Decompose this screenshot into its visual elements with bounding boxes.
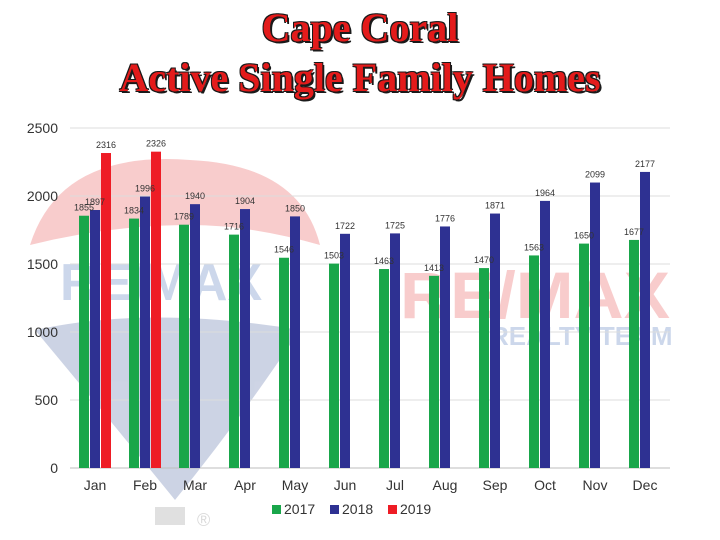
data-label: 1722 [335,221,355,231]
bar-2017-aug [429,275,439,468]
data-label: 1855 [74,203,94,213]
y-tick-label: 0 [50,460,58,476]
x-tick-label: Aug [433,477,458,493]
data-label: 1904 [235,196,255,206]
bar-2018-feb [140,196,150,468]
bar-2019-feb [151,151,161,468]
bar-2017-apr [229,234,239,468]
balloon-bottom-icon [35,317,300,500]
data-label: 1563 [524,242,544,252]
bar-2017-jun [329,263,339,468]
data-label: 2326 [146,139,166,149]
legend-label-2019: 2019 [400,501,431,517]
data-label: 2099 [585,170,605,180]
data-label: 1850 [285,203,305,213]
bar-2017-feb [129,218,139,468]
data-label: 1413 [424,263,444,273]
x-tick-label: Jan [84,477,107,493]
bar-2018-jan [90,210,100,468]
data-label: 1776 [435,213,455,223]
y-tick-label: 2000 [27,188,58,204]
bar-2018-mar [190,204,200,468]
x-tick-label: Dec [633,477,658,493]
bar-2017-jan [79,215,89,468]
bar-2018-jul [390,233,400,468]
data-label: 1789 [174,212,194,222]
x-tick-label: Jul [386,477,404,493]
x-tick-label: May [282,477,308,493]
data-label: 1897 [85,197,105,207]
x-tick-label: Jun [334,477,357,493]
data-label: 1940 [185,191,205,201]
legend-swatch-2019 [388,505,397,514]
bar-2017-jul [379,269,389,468]
bar-2018-dec [640,171,650,469]
data-label: 1871 [485,201,505,211]
bar-2018-jun [340,233,350,468]
legend-label-2018: 2018 [342,501,373,517]
bar-2017-mar [179,224,189,468]
bar-2017-may [279,257,289,468]
y-tick-label: 500 [35,392,59,408]
bar-2018-aug [440,226,450,468]
chart-title-line2: Active Single Family Homes [119,55,601,100]
x-tick-label: Apr [234,477,256,493]
y-tick-label: 1500 [27,256,58,272]
bar-2017-nov [579,243,589,468]
watermark-logo-mark [155,507,185,525]
data-label: 1463 [374,256,394,266]
x-tick-label: Nov [583,477,608,493]
bar-2018-sep [490,213,500,468]
x-tick-label: Sep [483,477,508,493]
data-label: 1834 [124,206,144,216]
data-label: 1470 [474,255,494,265]
x-tick-label: Mar [183,477,207,493]
data-label: 1725 [385,220,405,230]
data-label: 1964 [535,188,555,198]
bar-2019-jan [101,153,111,469]
data-label: 2177 [635,159,655,169]
x-tick-label: Feb [133,477,157,493]
bar-2017-dec [629,239,639,468]
y-tick-label: 2500 [27,120,58,136]
y-tick-label: 1000 [27,324,58,340]
legend-swatch-2017 [272,505,281,514]
watermark-registered: ® [197,510,210,530]
legend-label-2017: 2017 [284,501,315,517]
legend-swatch-2018 [330,505,339,514]
bar-2018-nov [590,182,600,468]
data-label: 1716 [224,222,244,232]
data-label: 1650 [574,231,594,241]
bar-2017-oct [529,255,539,468]
data-label: 1546 [274,245,294,255]
chart-title-line1: Cape Coral [261,5,459,50]
data-label: 1996 [135,184,155,194]
bar-2017-sep [479,268,489,468]
bar-2018-may [290,216,300,468]
data-label: 1503 [324,251,344,261]
bar-2018-apr [240,209,250,468]
x-tick-label: Oct [534,477,556,493]
data-label: 1677 [624,227,644,237]
data-label: 2316 [96,140,116,150]
bar-2018-oct [540,200,550,468]
